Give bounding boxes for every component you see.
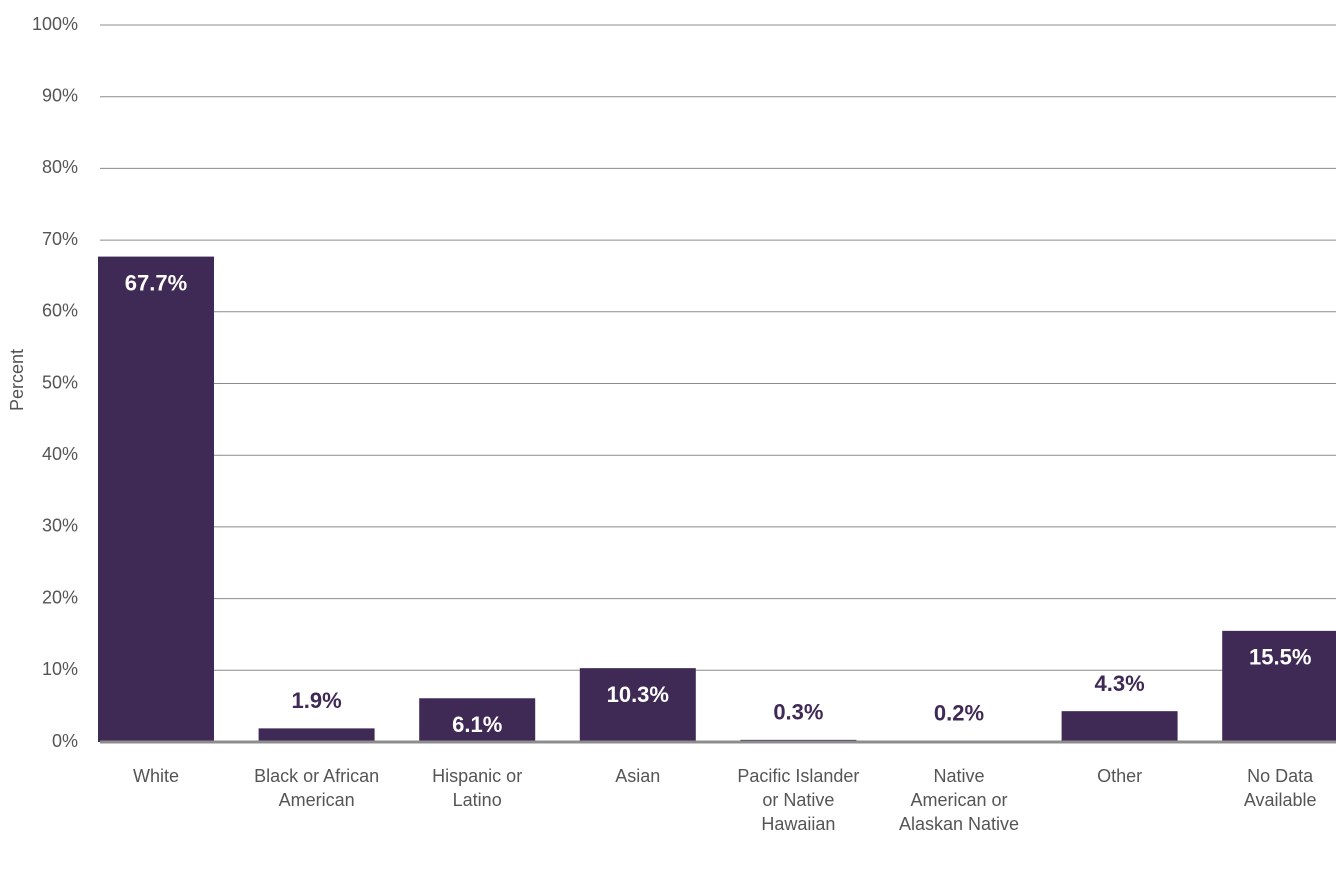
data-label: 4.3% [1095, 671, 1145, 696]
x-tick-label: Hispanic or Latino [432, 766, 523, 810]
x-tick-label: Pacific Islander or Native Hawaiian [737, 766, 860, 834]
data-label: 6.1% [452, 712, 502, 737]
bar [1061, 711, 1178, 742]
x-tick-label: No Data Available [1243, 766, 1317, 810]
y-tick-label: 20% [42, 587, 78, 607]
bar [258, 728, 375, 742]
y-tick-label: 100% [32, 14, 78, 34]
x-tick-label: Native American or Alaskan Native [898, 766, 1020, 834]
bar [1222, 630, 1336, 742]
bar [419, 698, 536, 742]
bar [98, 256, 214, 742]
y-axis-title: Percent [7, 349, 27, 411]
data-label: 67.7% [125, 270, 187, 295]
y-tick-label: 10% [42, 659, 78, 679]
x-tick-label: Other [1097, 766, 1143, 786]
y-tick-label: 60% [42, 301, 78, 321]
data-label: 0.3% [773, 700, 823, 725]
data-label: 15.5% [1249, 645, 1311, 670]
y-tick-label: 40% [42, 444, 78, 464]
y-tick-label: 0% [52, 731, 78, 751]
x-tick-label: White [132, 766, 179, 786]
data-label: 0.2% [934, 700, 984, 725]
y-tick-label: 80% [42, 157, 78, 177]
y-tick-label: 70% [42, 229, 78, 249]
bar [579, 668, 696, 742]
y-tick-label: 50% [42, 372, 78, 392]
y-tick-label: 30% [42, 516, 78, 536]
x-tick-label: Black or African American [254, 766, 380, 810]
y-tick-label: 90% [42, 85, 78, 105]
data-label: 1.9% [292, 688, 342, 713]
x-tick-label: Asian [615, 766, 661, 786]
data-label: 10.3% [607, 682, 669, 707]
